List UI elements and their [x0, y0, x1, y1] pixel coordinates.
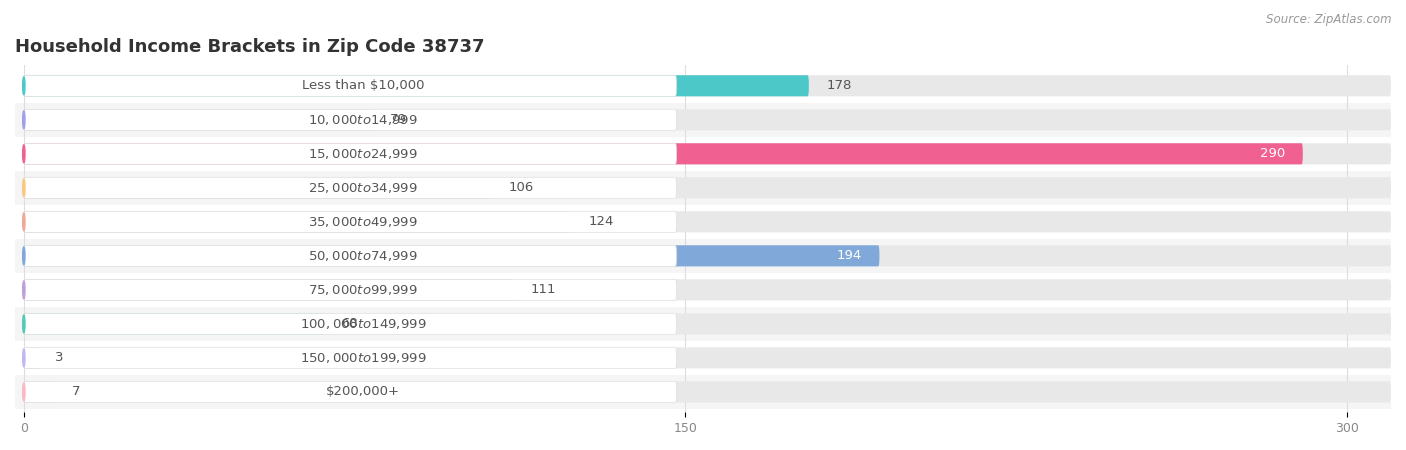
FancyBboxPatch shape: [24, 143, 676, 164]
FancyBboxPatch shape: [24, 245, 879, 266]
Text: 106: 106: [509, 181, 534, 194]
FancyBboxPatch shape: [24, 279, 676, 301]
Circle shape: [22, 247, 25, 265]
Circle shape: [22, 349, 25, 367]
FancyBboxPatch shape: [24, 143, 1391, 164]
FancyBboxPatch shape: [24, 143, 1303, 164]
Text: $10,000 to $14,999: $10,000 to $14,999: [308, 113, 418, 127]
FancyBboxPatch shape: [24, 313, 1391, 334]
FancyBboxPatch shape: [24, 177, 491, 198]
Circle shape: [22, 213, 25, 231]
FancyBboxPatch shape: [24, 75, 1391, 96]
FancyBboxPatch shape: [24, 347, 676, 369]
Text: 7: 7: [72, 385, 80, 398]
FancyBboxPatch shape: [24, 313, 323, 334]
FancyBboxPatch shape: [24, 313, 676, 334]
Text: 178: 178: [827, 79, 852, 92]
FancyBboxPatch shape: [24, 245, 1391, 266]
Circle shape: [22, 145, 25, 163]
Text: 3: 3: [55, 351, 63, 364]
FancyBboxPatch shape: [24, 109, 676, 130]
Text: $35,000 to $49,999: $35,000 to $49,999: [308, 215, 418, 229]
FancyBboxPatch shape: [24, 279, 513, 301]
Text: $150,000 to $199,999: $150,000 to $199,999: [299, 351, 426, 365]
Bar: [1, 69, 1406, 103]
FancyBboxPatch shape: [24, 381, 676, 402]
Bar: [1, 171, 1406, 205]
Text: 111: 111: [531, 284, 557, 297]
Text: $15,000 to $24,999: $15,000 to $24,999: [308, 147, 418, 161]
FancyBboxPatch shape: [24, 347, 37, 369]
Bar: [1, 137, 1406, 171]
Bar: [1, 273, 1406, 307]
Text: $75,000 to $99,999: $75,000 to $99,999: [308, 283, 418, 297]
Text: Source: ZipAtlas.com: Source: ZipAtlas.com: [1267, 14, 1392, 27]
Text: $100,000 to $149,999: $100,000 to $149,999: [299, 317, 426, 331]
FancyBboxPatch shape: [24, 109, 1391, 130]
FancyBboxPatch shape: [24, 177, 676, 198]
Text: 68: 68: [342, 317, 359, 330]
Bar: [1, 307, 1406, 341]
FancyBboxPatch shape: [24, 245, 676, 266]
Text: 194: 194: [837, 249, 862, 262]
Text: $50,000 to $74,999: $50,000 to $74,999: [308, 249, 418, 263]
Circle shape: [22, 281, 25, 299]
Circle shape: [22, 315, 25, 333]
Bar: [1, 341, 1406, 375]
Text: $200,000+: $200,000+: [326, 385, 401, 398]
Circle shape: [22, 77, 25, 95]
FancyBboxPatch shape: [24, 177, 1391, 198]
FancyBboxPatch shape: [24, 75, 808, 96]
Text: Household Income Brackets in Zip Code 38737: Household Income Brackets in Zip Code 38…: [15, 37, 485, 55]
FancyBboxPatch shape: [24, 279, 1391, 301]
Bar: [1, 103, 1406, 137]
FancyBboxPatch shape: [24, 212, 571, 232]
Text: $25,000 to $34,999: $25,000 to $34,999: [308, 181, 418, 195]
Text: 124: 124: [588, 216, 613, 228]
Text: Less than $10,000: Less than $10,000: [302, 79, 425, 92]
FancyBboxPatch shape: [24, 347, 1391, 369]
FancyBboxPatch shape: [24, 381, 1391, 402]
FancyBboxPatch shape: [24, 381, 55, 402]
FancyBboxPatch shape: [24, 75, 676, 96]
Bar: [1, 375, 1406, 409]
FancyBboxPatch shape: [24, 212, 1391, 232]
Circle shape: [22, 111, 25, 129]
FancyBboxPatch shape: [24, 212, 676, 232]
Text: 79: 79: [389, 113, 406, 126]
Bar: [1, 205, 1406, 239]
Circle shape: [22, 179, 25, 197]
Bar: [1, 239, 1406, 273]
Circle shape: [22, 383, 25, 401]
Text: 290: 290: [1260, 147, 1285, 160]
FancyBboxPatch shape: [24, 109, 373, 130]
